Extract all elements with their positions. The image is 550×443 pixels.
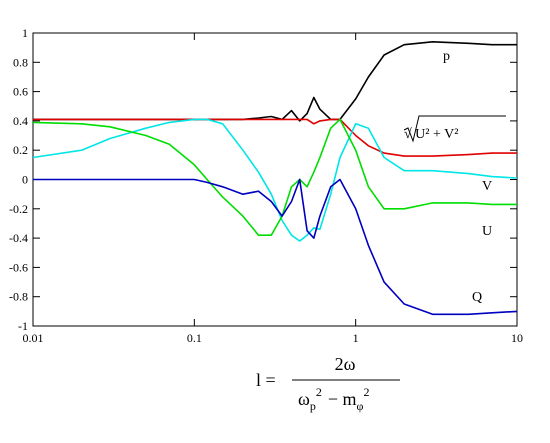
x-tick-label: 0.1 xyxy=(187,331,202,345)
y-tick-label: 0 xyxy=(22,173,28,187)
sub: p xyxy=(310,399,316,413)
omega: ω xyxy=(298,389,310,409)
series-label: p xyxy=(443,49,450,64)
y-tick-label: -0.8 xyxy=(9,290,28,304)
sub: φ xyxy=(357,399,364,413)
sup: 2 xyxy=(363,385,369,399)
x-label-lhs: l = xyxy=(256,370,276,390)
y-tick-label: -0.4 xyxy=(9,231,28,245)
y-tick-label: -0.2 xyxy=(9,202,28,216)
minus-m: − m xyxy=(328,389,357,409)
x-tick-label: 0.01 xyxy=(23,331,44,345)
series-line xyxy=(33,178,518,316)
series-line xyxy=(33,118,517,157)
y-tick-label: 0.4 xyxy=(13,114,28,128)
y-tick-label: 1 xyxy=(22,26,28,40)
y-tick-label: 0.8 xyxy=(13,55,28,69)
x-tick-label: 1 xyxy=(353,331,359,345)
series-label: √ U² + V² xyxy=(404,127,458,142)
y-tick-label: 0.6 xyxy=(13,85,28,99)
series-line xyxy=(32,118,518,242)
y-tick-label: -1 xyxy=(18,319,28,333)
series-label: Q xyxy=(472,290,482,305)
series-label: U xyxy=(482,224,492,239)
sup: 2 xyxy=(316,385,322,399)
y-tick-label: 0.2 xyxy=(13,143,28,157)
x-tick-label: 10 xyxy=(511,331,523,345)
y-tick-label: -0.6 xyxy=(9,260,28,274)
series-label: V xyxy=(482,179,492,194)
radical xyxy=(403,115,506,143)
x-label-denominator: ωp2− mφ2 xyxy=(298,385,369,413)
x-label-numerator: 2ω xyxy=(335,354,356,374)
